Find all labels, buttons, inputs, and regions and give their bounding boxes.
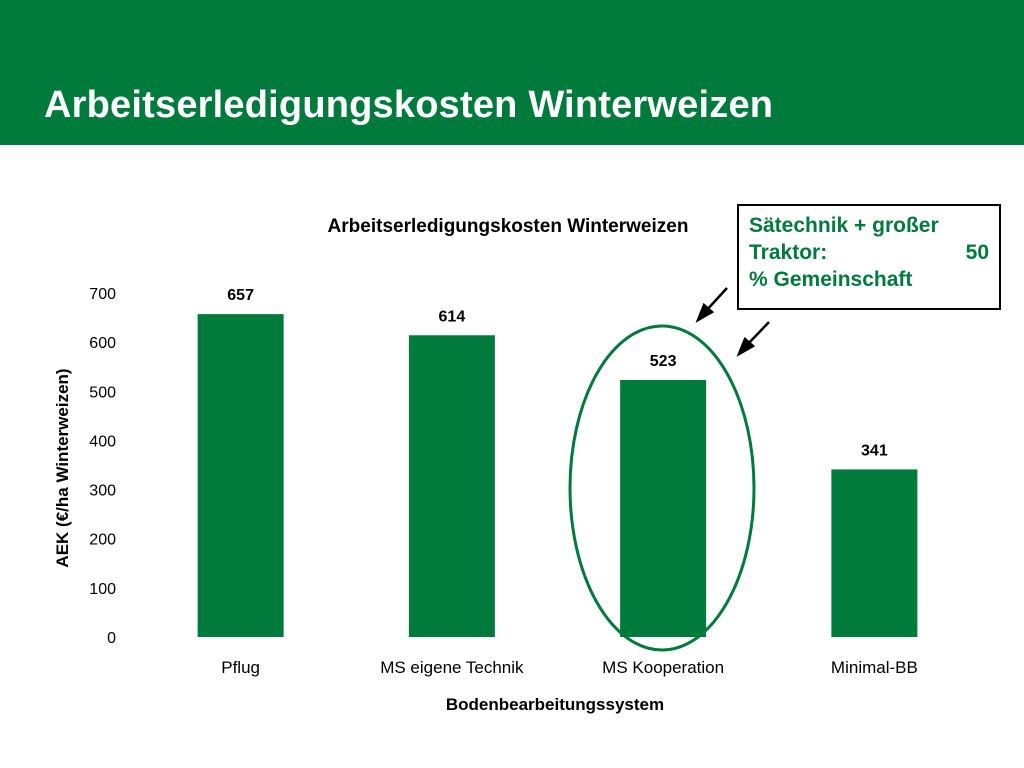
slide-title: Arbeitserledigungskosten Winterweizen	[44, 84, 774, 126]
x-tick-label: MS Kooperation	[602, 658, 724, 677]
bar	[408, 335, 495, 637]
data-label: 614	[439, 308, 466, 325]
x-tick-label: Pflug	[221, 658, 260, 677]
callout-text: Sätechnik + großer	[749, 214, 939, 237]
callout-line: % Gemeinschaft	[749, 266, 989, 293]
y-axis-title: AEK (€/ha Winterweizen)	[53, 368, 72, 567]
title-banner: Arbeitserledigungskosten Winterweizen	[0, 0, 1024, 145]
y-tick-label: 600	[89, 335, 116, 352]
x-axis-title: Bodenbearbeitungssystem	[446, 695, 664, 714]
bars	[197, 314, 918, 637]
y-tick-label: 700	[89, 286, 116, 303]
callout-text: 50	[965, 241, 989, 264]
arrow-icon	[736, 321, 770, 357]
bar	[831, 469, 918, 637]
bar	[620, 379, 707, 637]
highlight-ellipse	[568, 324, 756, 652]
callout-box: Sätechnik + großer Traktor: 50 % Gemeins…	[737, 204, 1001, 310]
chart-title: Arbeitserledigungskosten Winterweizen	[328, 216, 689, 237]
y-tick-label: 200	[89, 532, 116, 549]
bar	[197, 314, 284, 637]
x-tick-label: MS eigene Technik	[380, 658, 524, 677]
data-label: 523	[650, 353, 677, 370]
data-label: 341	[861, 442, 888, 459]
y-tick-label: 500	[89, 384, 116, 401]
callout-line: Sätechnik + großer	[749, 212, 989, 239]
callout-text: % Gemeinschaft	[749, 268, 913, 291]
y-tick-label: 400	[89, 433, 116, 450]
category-labels: Pflug MS eigene Technik MS Kooperation Mini…	[221, 658, 918, 677]
y-tick-label: 0	[107, 630, 116, 647]
x-tick-label: Minimal-BB	[831, 658, 918, 677]
callout-text: Traktor:	[749, 241, 828, 264]
y-tick-label: 100	[89, 581, 116, 598]
callout-line: Traktor: 50	[749, 239, 989, 266]
data-labels: 657 614 523 341	[227, 287, 888, 459]
arrow-icon	[695, 287, 728, 323]
y-axis-ticks: 0 100 200 300 400 500 600 700	[89, 286, 116, 647]
bar-chart: Arbeitserledigungskosten Winterweizen 0 1…	[53, 216, 918, 714]
data-label: 657	[227, 287, 254, 304]
y-tick-label: 300	[89, 483, 116, 500]
